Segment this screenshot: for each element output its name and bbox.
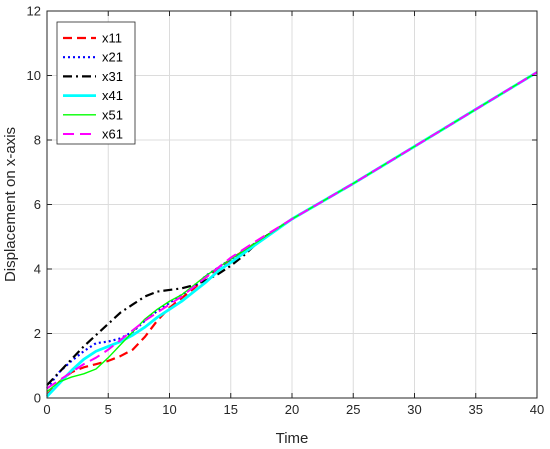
y-tick-label: 2 (34, 326, 41, 341)
tick-marks (46, 10, 538, 399)
x-tick-label: 40 (530, 402, 544, 417)
legend-label-x61: x61 (102, 127, 123, 142)
x-tick-label: 30 (407, 402, 421, 417)
x-tick-label: 0 (43, 402, 50, 417)
y-tick-label: 0 (34, 391, 41, 406)
x-tick-label: 35 (469, 402, 483, 417)
y-tick-label: 8 (34, 133, 41, 148)
legend-box (56, 21, 136, 145)
series-line-x31 (46, 71, 538, 386)
x-tick-label: 10 (162, 402, 176, 417)
legend-label-x31: x31 (102, 69, 123, 84)
legend-label-x21: x21 (102, 50, 123, 65)
y-tick-label: 10 (27, 68, 41, 83)
y-tick-labels: 0 2 4 6 8 10 12 (27, 4, 41, 406)
x-tick-label: 15 (224, 402, 238, 417)
y-axis-label: Displacement on x-axis (2, 127, 19, 282)
legend-label-x41: x41 (102, 88, 123, 103)
x-tick-label: 20 (285, 402, 299, 417)
series-layer (45, 71, 538, 398)
series-line-x61 (46, 71, 538, 390)
legend: x11 x21 x31 x41 x51 x61 (56, 21, 136, 145)
x-tick-labels: 0 5 10 15 20 25 30 35 40 (43, 402, 544, 417)
x-tick-label: 25 (346, 402, 360, 417)
legend-label-x51: x51 (102, 107, 123, 122)
legend-label-x11: x11 (102, 31, 122, 46)
y-tick-label: 6 (34, 197, 41, 212)
x-axis-label: Time (276, 430, 309, 447)
x-tick-label: 5 (105, 402, 112, 417)
y-tick-label: 12 (27, 4, 41, 19)
y-tick-label: 4 (34, 262, 41, 277)
